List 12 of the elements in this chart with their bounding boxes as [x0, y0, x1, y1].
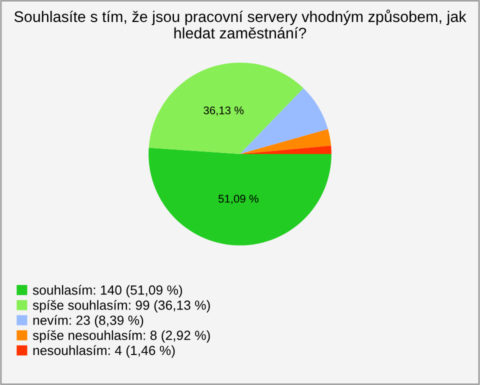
pie-slice — [148, 62, 304, 154]
pie-slice — [148, 148, 332, 246]
legend-label: nesouhlasím: 4 (1,46 %) — [33, 345, 175, 358]
data-label: 36,13 % — [204, 106, 244, 116]
legend-label: souhlasím: 140 (51,09 %) — [32, 284, 182, 298]
pie-slice — [240, 146, 332, 154]
legend-label: spíše souhlasím: 99 (36,13 %) — [32, 300, 210, 312]
pie-slice — [240, 129, 332, 154]
legend-label: spíše nesouhlasím: 8 (2,92 %) — [32, 330, 210, 343]
legend-label: nevím: 23 (8,39 %) — [33, 315, 144, 328]
data-label: 51,09 % — [218, 194, 258, 204]
chart-title: Souhlasíte s tím, že jsou pracovní servery vhodným způsobem, jak hledat zaměstnání? — [14, 10, 466, 39]
